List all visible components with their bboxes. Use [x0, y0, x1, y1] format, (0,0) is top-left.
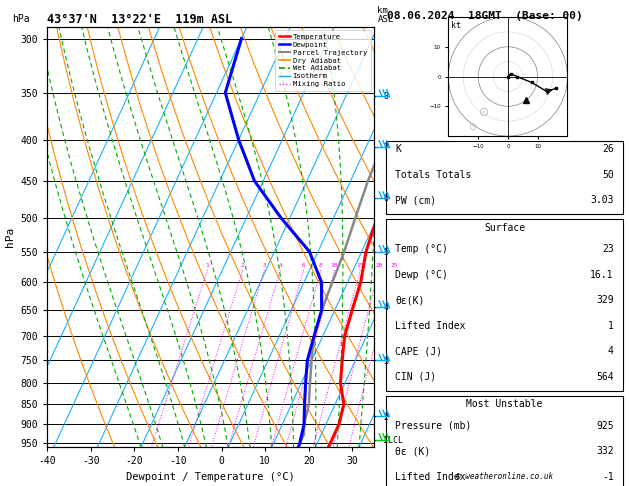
Text: K: K	[395, 144, 401, 155]
Text: hPa: hPa	[13, 14, 30, 24]
Y-axis label: hPa: hPa	[5, 227, 15, 247]
Text: © weatheronline.co.uk: © weatheronline.co.uk	[456, 472, 553, 481]
Bar	[386, 396, 623, 486]
Legend: Temperature, Dewpoint, Parcel Trajectory, Dry Adiabat, Wet Adiabat, Isotherm, Mi: Temperature, Dewpoint, Parcel Trajectory…	[276, 30, 370, 91]
Text: -1: -1	[602, 472, 614, 482]
Bar	[386, 141, 623, 214]
Text: 20: 20	[375, 263, 382, 268]
Text: 4: 4	[279, 263, 282, 268]
Text: 2: 2	[241, 263, 245, 268]
Text: Dewp (°C): Dewp (°C)	[395, 270, 448, 280]
Text: 6: 6	[302, 263, 306, 268]
Text: Pressure (mb): Pressure (mb)	[395, 421, 472, 431]
Text: 4: 4	[608, 347, 614, 356]
Text: 329: 329	[596, 295, 614, 305]
Text: θε(K): θε(K)	[395, 295, 425, 305]
Text: 23: 23	[602, 244, 614, 254]
Text: 16.1: 16.1	[591, 270, 614, 280]
Text: 8: 8	[319, 263, 323, 268]
Text: kt: kt	[451, 20, 461, 30]
Text: 15: 15	[357, 263, 364, 268]
Text: CIN (J): CIN (J)	[395, 372, 437, 382]
Bar	[386, 219, 623, 391]
Text: 3: 3	[262, 263, 266, 268]
Text: Surface: Surface	[484, 223, 525, 233]
Text: Temp (°C): Temp (°C)	[395, 244, 448, 254]
Text: Lifted Index: Lifted Index	[395, 472, 465, 482]
Text: 3.03: 3.03	[591, 195, 614, 206]
Text: 925: 925	[596, 421, 614, 431]
Text: CAPE (J): CAPE (J)	[395, 347, 442, 356]
X-axis label: Dewpoint / Temperature (°C): Dewpoint / Temperature (°C)	[126, 472, 295, 482]
Text: PW (cm): PW (cm)	[395, 195, 437, 206]
Text: Lifted Index: Lifted Index	[395, 321, 465, 331]
Text: Totals Totals: Totals Totals	[395, 170, 472, 180]
Text: 332: 332	[596, 446, 614, 456]
Text: ⊙: ⊙	[479, 106, 489, 119]
Text: 50: 50	[602, 170, 614, 180]
Text: 10: 10	[331, 263, 338, 268]
Text: 43°37'N  13°22'E  119m ASL: 43°37'N 13°22'E 119m ASL	[47, 13, 233, 26]
Text: 564: 564	[596, 372, 614, 382]
Text: ⊙: ⊙	[468, 122, 476, 132]
Text: 26: 26	[602, 144, 614, 155]
Text: 1: 1	[206, 263, 209, 268]
Text: 25: 25	[390, 263, 398, 268]
Text: 08.06.2024  18GMT  (Base: 00): 08.06.2024 18GMT (Base: 00)	[387, 11, 582, 21]
Text: Most Unstable: Most Unstable	[466, 399, 543, 409]
Text: km
ASL: km ASL	[377, 6, 394, 24]
Text: 1: 1	[608, 321, 614, 331]
Text: θε (K): θε (K)	[395, 446, 430, 456]
